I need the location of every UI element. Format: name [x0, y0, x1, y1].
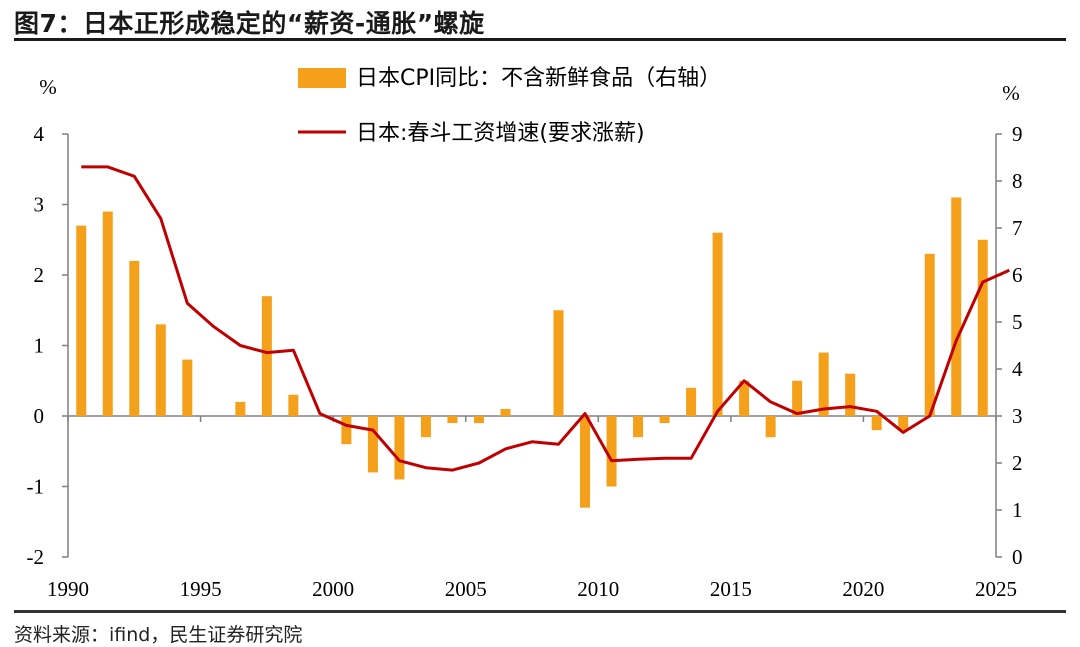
x-tick-label: 1995: [180, 577, 222, 601]
bottom-divider: [14, 610, 1066, 613]
left-tick-label: 2: [34, 263, 45, 287]
chart-svg: 4 3 2 1 0 -1 -2 9 8 7 6 5 4 3 2 1 0 1990 1995 2000 2005 2010 2…: [27, 66, 1024, 601]
source-note: 资料来源：ifind，民生证券研究院: [14, 624, 303, 646]
cpi-bar: [102, 211, 113, 416]
right-tick-label: 8: [1012, 169, 1023, 193]
cpi-bar: [553, 310, 564, 416]
cpi-bar: [686, 387, 697, 416]
wage-line: [81, 165, 1010, 472]
cpi-bar: [394, 416, 405, 480]
left-tick-label: 0: [34, 404, 45, 428]
left-tick-label: 1: [34, 334, 45, 358]
legend-bar-label: 日本CPI同比：不含新鲜食品（右轴）: [356, 66, 721, 91]
right-tick-label: 3: [1012, 404, 1023, 428]
x-tick-label: 2005: [445, 577, 487, 601]
cpi-bar: [473, 416, 484, 424]
line-group: [81, 165, 1010, 472]
cpi-bar: [155, 324, 166, 416]
cpi-bar: [845, 373, 856, 416]
left-tick-label: -1: [27, 475, 45, 499]
cpi-bar: [792, 380, 803, 416]
cpi-bar: [739, 380, 750, 416]
x-tick-label: 2010: [577, 577, 619, 601]
right-tick-label: 9: [1012, 122, 1023, 146]
right-tick-label: 0: [1012, 545, 1023, 569]
left-tick-label: -2: [27, 545, 45, 569]
title-divider: [14, 38, 1066, 41]
cpi-bar: [235, 401, 246, 416]
cpi-bar: [288, 394, 299, 416]
right-tick-label: 2: [1012, 451, 1023, 475]
x-tick-label: 2015: [710, 577, 752, 601]
right-tick-label: 5: [1012, 310, 1023, 334]
right-tick-label: 7: [1012, 216, 1023, 240]
legend-group: 日本CPI同比：不含新鲜食品（右轴） 日本:春斗工资增速(要求涨薪): [298, 66, 721, 146]
chart-title: 图7：日本正形成稳定的“薪资-通胀”螺旋: [14, 9, 485, 38]
cpi-bar: [447, 416, 458, 424]
cpi-bar: [871, 416, 882, 431]
bars-group: [76, 197, 988, 508]
cpi-bar: [765, 416, 776, 438]
cpi-bar: [500, 408, 511, 416]
left-axis-unit: %: [39, 75, 57, 99]
x-tick-label: 2025: [975, 577, 1017, 601]
cpi-bar: [951, 197, 962, 416]
right-axis-unit: %: [1002, 81, 1020, 105]
x-tick-label: 2000: [312, 577, 354, 601]
left-tick-label: 3: [34, 193, 45, 217]
cpi-bar: [659, 416, 670, 424]
cpi-bar: [261, 296, 272, 416]
legend-bar-swatch: [298, 68, 346, 88]
right-tick-label: 6: [1012, 263, 1023, 287]
cpi-bar: [606, 416, 617, 487]
cpi-bar: [924, 253, 935, 416]
cpi-bar: [76, 225, 87, 416]
x-tick-label: 1990: [47, 577, 89, 601]
cpi-bar: [977, 239, 988, 416]
cpi-bar: [633, 416, 644, 438]
right-tick-label: 4: [1012, 357, 1023, 381]
cpi-bar: [580, 416, 591, 508]
cpi-bar: [367, 416, 378, 473]
left-tick-label: 4: [34, 122, 45, 146]
cpi-bar: [898, 416, 909, 431]
right-tick-label: 1: [1012, 498, 1023, 522]
cpi-bar: [420, 416, 431, 438]
legend-line-label: 日本:春斗工资增速(要求涨薪): [356, 121, 645, 146]
cpi-bar: [182, 359, 193, 416]
cpi-bar: [341, 416, 352, 445]
cpi-bar: [818, 352, 829, 416]
axes-group: 4 3 2 1 0 -1 -2 9 8 7 6 5 4 3 2 1 0 1990 1995 2000 2005 2010 2…: [27, 75, 1024, 601]
x-tick-label: 2020: [842, 577, 884, 601]
cpi-bar: [129, 260, 140, 416]
cpi-bar: [712, 232, 723, 416]
